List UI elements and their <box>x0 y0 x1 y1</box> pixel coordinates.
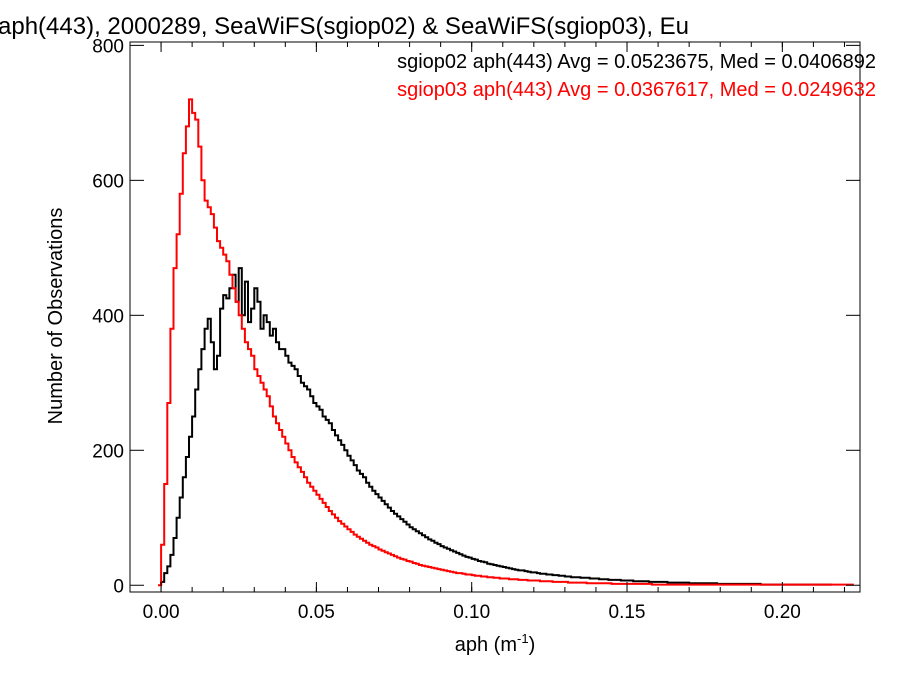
x-axis-label-text: aph (m <box>455 634 517 656</box>
plot-frame <box>129 41 861 593</box>
chart-title: aph(443), 2000289, SeaWiFS(sgiop02) & Se… <box>0 13 689 40</box>
x-tick-label: 0.05 <box>298 602 335 623</box>
legend-sgiop03-stats: sgiop03 aph(443) Avg = 0.0367617, Med = … <box>397 79 876 101</box>
x-tick-label: 0.15 <box>609 602 646 623</box>
x-axis-label-suffix: ) <box>529 634 536 656</box>
y-tick-label: 800 <box>92 36 124 57</box>
x-tick-label: 0.10 <box>453 602 490 623</box>
histogram-series-layer <box>158 98 854 587</box>
y-tick-label: 600 <box>92 171 124 192</box>
y-tick-label: 400 <box>92 306 124 327</box>
x-axis-label: aph (m-1) <box>455 631 535 656</box>
y-tick-label: 0 <box>113 576 124 597</box>
y-tick-label: 200 <box>92 441 124 462</box>
x-axis-label-exponent: -1 <box>517 631 529 646</box>
x-tick-label: 0.20 <box>764 602 801 623</box>
histogram-series-2 <box>158 98 854 587</box>
histogram-series-1 <box>160 267 832 586</box>
y-axis-label: Number of Observations <box>45 208 67 425</box>
axes-layer: 0.00 0.05 0.10 0.15 0.20 0 200 400 600 800 <box>92 36 860 623</box>
legend-sgiop02-stats: sgiop02 aph(443) Avg = 0.0523675, Med = … <box>397 51 876 73</box>
x-tick-label: 0.00 <box>143 602 180 623</box>
